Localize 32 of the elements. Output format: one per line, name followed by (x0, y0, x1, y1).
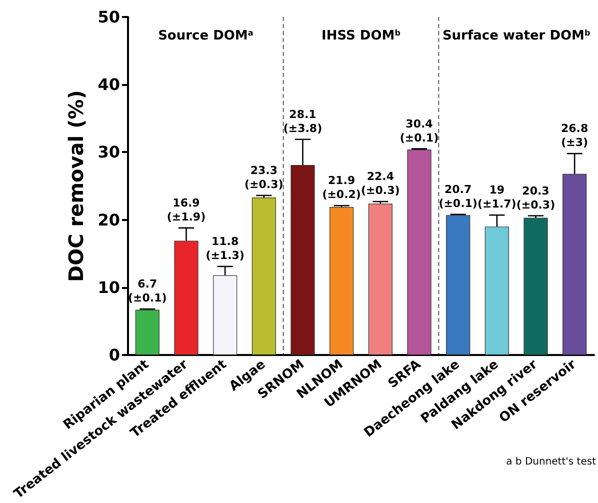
data-label: 28.1 (±3.8) (283, 108, 322, 135)
y-tick-label: 0 (108, 346, 120, 365)
data-label: 19 (±1.7) (478, 184, 516, 211)
bar (290, 165, 315, 356)
data-label: 20.3 (±0.3) (516, 184, 556, 212)
data-label: 21.9 (±0.2) (322, 174, 361, 202)
data-label: 20.7 (±0.1) (438, 182, 478, 210)
text: a b Dunnett's test (506, 456, 596, 468)
bar (407, 150, 432, 356)
data-label: 11.8 (±1.3) (206, 234, 244, 262)
bar (252, 198, 276, 356)
data-label: 26.8 (±3) (561, 122, 588, 150)
data-label: 30.4 (±0.1) (400, 117, 439, 144)
bar (174, 240, 198, 356)
y-tick-label: 20 (98, 210, 120, 230)
data-label: 22.4 (±0.3) (361, 170, 400, 198)
y-tick-label: 10 (98, 278, 120, 297)
y-tick-label: 40 (98, 75, 120, 94)
data-label: 6.7 (±0.1) (128, 278, 167, 305)
bar (524, 218, 548, 356)
bar (484, 226, 509, 356)
bar (213, 275, 238, 356)
bar (368, 204, 392, 356)
bar (135, 310, 160, 356)
data-label: 16.9 (±1.9) (166, 196, 206, 224)
bar (562, 174, 587, 356)
y-tick-label: 30 (98, 142, 120, 162)
y-axis-title: DOC removal (%) (64, 90, 88, 282)
bar (446, 215, 470, 356)
data-label: 23.3 (±0.3) (244, 164, 284, 191)
bar (330, 206, 354, 356)
y-tick-label: 50 (98, 8, 120, 26)
